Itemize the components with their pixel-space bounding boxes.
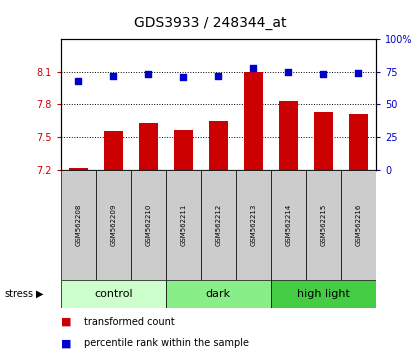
Point xyxy=(110,73,117,79)
Text: GSM562208: GSM562208 xyxy=(76,204,81,246)
Text: transformed count: transformed count xyxy=(84,317,175,327)
Point xyxy=(215,73,222,79)
Text: GSM562216: GSM562216 xyxy=(355,204,361,246)
Bar xyxy=(166,170,201,280)
Bar xyxy=(236,170,271,280)
Bar xyxy=(139,123,158,170)
Bar xyxy=(209,121,228,170)
Text: GSM562213: GSM562213 xyxy=(250,204,256,246)
Text: percentile rank within the sample: percentile rank within the sample xyxy=(84,338,249,348)
Text: GSM562209: GSM562209 xyxy=(110,204,116,246)
Bar xyxy=(131,170,166,280)
Text: ▶: ▶ xyxy=(36,289,43,299)
Text: GSM562210: GSM562210 xyxy=(145,204,151,246)
Text: GDS3933 / 248344_at: GDS3933 / 248344_at xyxy=(134,16,286,30)
Bar xyxy=(61,280,166,308)
Bar xyxy=(166,280,271,308)
Bar xyxy=(349,114,368,170)
Text: stress: stress xyxy=(4,289,33,299)
Bar xyxy=(61,170,96,280)
Text: GSM562214: GSM562214 xyxy=(286,204,291,246)
Point xyxy=(180,74,187,80)
Text: GSM562212: GSM562212 xyxy=(215,204,221,246)
Bar xyxy=(314,112,333,170)
Bar xyxy=(201,170,236,280)
Bar xyxy=(271,170,306,280)
Point xyxy=(145,72,152,77)
Point xyxy=(355,70,362,76)
Point xyxy=(75,78,82,84)
Text: control: control xyxy=(94,289,133,299)
Text: dark: dark xyxy=(206,289,231,299)
Bar xyxy=(96,170,131,280)
Bar xyxy=(271,280,376,308)
Point xyxy=(285,69,292,75)
Bar xyxy=(341,170,376,280)
Bar xyxy=(174,130,193,170)
Text: ■: ■ xyxy=(61,338,71,348)
Point xyxy=(250,65,257,70)
Text: GSM562211: GSM562211 xyxy=(181,204,186,246)
Text: ■: ■ xyxy=(61,317,71,327)
Bar xyxy=(244,72,263,170)
Bar xyxy=(104,131,123,170)
Bar xyxy=(279,101,298,170)
Bar xyxy=(306,170,341,280)
Bar xyxy=(69,168,88,170)
Text: GSM562215: GSM562215 xyxy=(320,204,326,246)
Point xyxy=(320,72,327,77)
Text: high light: high light xyxy=(297,289,350,299)
